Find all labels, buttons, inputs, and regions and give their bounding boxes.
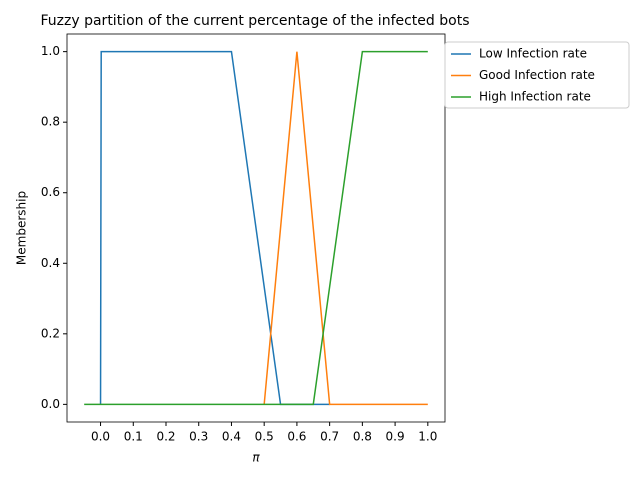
chart-title: Fuzzy partition of the current percentag… [41, 13, 470, 29]
legend-label: Good Infection rate [479, 68, 595, 82]
y-tick-label: 0.0 [41, 397, 60, 411]
x-tick-label: 1.0 [418, 430, 437, 444]
x-tick-label: 0.7 [320, 430, 339, 444]
x-tick-label: 0.8 [353, 430, 372, 444]
y-tick-label: 0.4 [41, 256, 60, 270]
series-line [99, 50, 330, 406]
y-tick-label: 0.8 [41, 115, 60, 129]
x-tick-label: 0.2 [156, 430, 175, 444]
x-axis-label: π [252, 451, 260, 465]
x-tick-label: 0.0 [91, 430, 110, 444]
x-tick-label: 0.9 [386, 430, 405, 444]
legend-label: Low Infection rate [479, 47, 587, 61]
y-axis-label: Membership [15, 191, 29, 265]
y-tick-label: 0.6 [41, 185, 60, 199]
x-tick-label: 0.5 [255, 430, 274, 444]
series-line [263, 51, 428, 406]
x-tick-label: 0.3 [189, 430, 208, 444]
plot-frame [66, 33, 446, 423]
y-tick-label: 1.0 [41, 44, 60, 58]
x-tick-label: 0.6 [287, 430, 306, 444]
x-tick-label: 0.1 [124, 430, 143, 444]
legend-label: High Infection rate [479, 90, 591, 104]
series-line [84, 50, 428, 406]
legend-box [444, 41, 630, 109]
y-tick-label: 0.2 [41, 326, 60, 340]
x-tick-label: 0.4 [222, 430, 241, 444]
